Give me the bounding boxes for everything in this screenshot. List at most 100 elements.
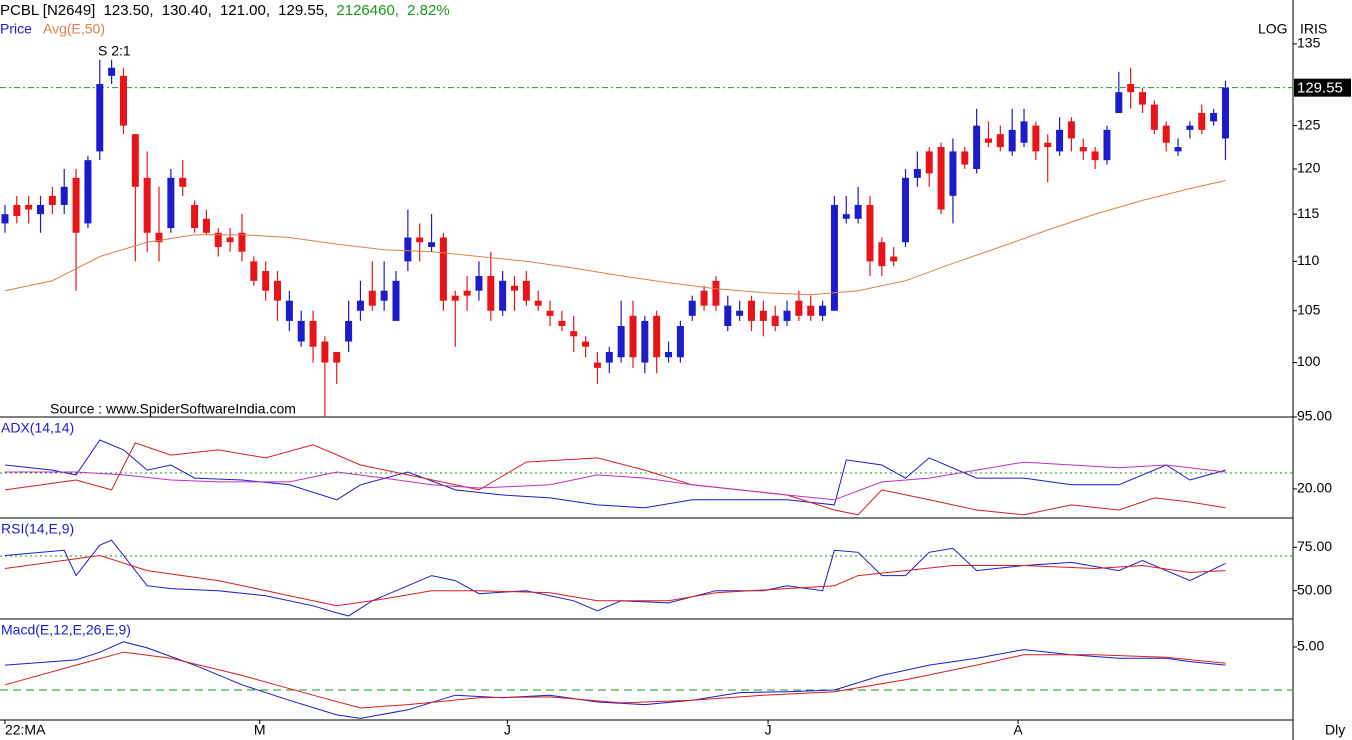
candle-body <box>665 351 673 358</box>
candle-body <box>996 134 1004 148</box>
candle-body <box>179 177 187 187</box>
candle-body <box>1067 121 1075 139</box>
indicator-line <box>4 180 1226 296</box>
candle-body <box>404 237 412 262</box>
candle-body <box>108 67 116 76</box>
indicator-line <box>4 641 1226 719</box>
candle-body <box>60 186 68 205</box>
header: PCBL [N2649] 123.50, 130.40, 121.00, 129… <box>0 2 450 19</box>
legend-price: Price <box>0 21 32 37</box>
y-tick-label: 50.00 <box>1297 581 1332 597</box>
y-tick-label: 115 <box>1297 205 1320 221</box>
candle-body <box>830 204 838 311</box>
candle-body <box>854 204 862 219</box>
scale-label: LOG <box>1258 21 1288 37</box>
candle-body <box>202 218 210 233</box>
candle-body <box>96 83 104 152</box>
brand: IRIS <box>1300 21 1327 37</box>
candle-body <box>368 290 376 306</box>
candle-body <box>321 341 329 363</box>
indicator-line <box>5 461 1226 501</box>
candle-body <box>238 232 246 252</box>
candle-body <box>309 320 317 347</box>
candle-body <box>736 310 744 316</box>
candle-body <box>878 242 886 267</box>
candle-body <box>973 125 981 169</box>
panel-title: RSI(14,E,9) <box>1 521 74 537</box>
candle-body <box>13 204 21 216</box>
candle-body <box>724 305 732 327</box>
candle-body <box>1056 129 1064 152</box>
candle-body <box>1032 125 1040 152</box>
candle-body <box>807 305 815 316</box>
candle-body <box>191 204 199 229</box>
candle-body <box>1091 151 1099 161</box>
candle-body <box>890 256 898 262</box>
candle-body <box>155 232 163 243</box>
y-tick-label: 135 <box>1297 35 1321 51</box>
candle-body <box>297 320 305 342</box>
candle-body <box>428 242 436 247</box>
candle-body <box>392 280 400 321</box>
candle-body <box>913 168 921 178</box>
candle-body <box>356 300 364 311</box>
candle-body <box>866 204 874 262</box>
last-price-label: 129.55 <box>1297 80 1343 97</box>
y-tick-label: 75.00 <box>1297 538 1332 554</box>
candle-body <box>558 320 566 327</box>
candle-body <box>617 326 625 358</box>
candle-body <box>262 271 270 291</box>
candle-body <box>333 351 341 363</box>
candle-body <box>1198 112 1206 130</box>
panel-title: Macd(E,12,E,26,E,9) <box>1 622 131 638</box>
candle-body <box>1127 83 1135 93</box>
candle-body <box>451 295 459 301</box>
candle-body <box>819 305 827 316</box>
candle-body <box>783 310 791 321</box>
candle-body <box>593 362 601 368</box>
candle-body <box>1 214 9 224</box>
y-tick-label: 120 <box>1297 160 1321 176</box>
candle-body <box>961 151 969 165</box>
candle-body <box>795 300 803 316</box>
candle-body <box>274 280 282 301</box>
x-tick-label: J <box>765 722 772 738</box>
candle-body <box>1020 121 1028 143</box>
candle-body <box>949 151 957 196</box>
y-tick-label: 100 <box>1297 353 1321 369</box>
candle-body <box>582 341 590 347</box>
candle-body <box>226 237 234 243</box>
candle-body <box>463 290 471 296</box>
candle-body <box>700 290 708 306</box>
annotation: S 2:1 <box>98 43 131 59</box>
indicator-line <box>4 539 1226 617</box>
low: 121.00, <box>220 2 270 19</box>
candle-body <box>534 300 542 306</box>
candle-body <box>1079 147 1087 152</box>
candle-body <box>759 310 767 321</box>
candle-body <box>487 275 495 311</box>
candle-body <box>499 280 507 311</box>
y-tick-label: 95.00 <box>1297 408 1332 424</box>
change: 2.82% <box>407 2 450 19</box>
candle-body <box>380 290 388 301</box>
candle-body <box>1221 87 1229 139</box>
candle-body <box>1210 112 1218 122</box>
candle-body <box>285 300 293 321</box>
candle-body <box>712 280 720 306</box>
candle-body <box>605 351 613 363</box>
y-tick-label: 110 <box>1297 252 1320 268</box>
candle-body <box>416 237 424 243</box>
x-tick-label: A <box>1013 722 1023 738</box>
candle-body <box>676 326 684 358</box>
candle-body <box>84 160 92 224</box>
candle-body <box>653 315 661 358</box>
y-tick-label: 20.00 <box>1297 480 1332 496</box>
candle-body <box>25 204 33 210</box>
volume: 2126460, <box>336 2 399 19</box>
candle-body <box>37 204 45 215</box>
candle-body <box>688 300 696 316</box>
candle-body <box>131 134 139 187</box>
candle-body <box>629 315 637 358</box>
